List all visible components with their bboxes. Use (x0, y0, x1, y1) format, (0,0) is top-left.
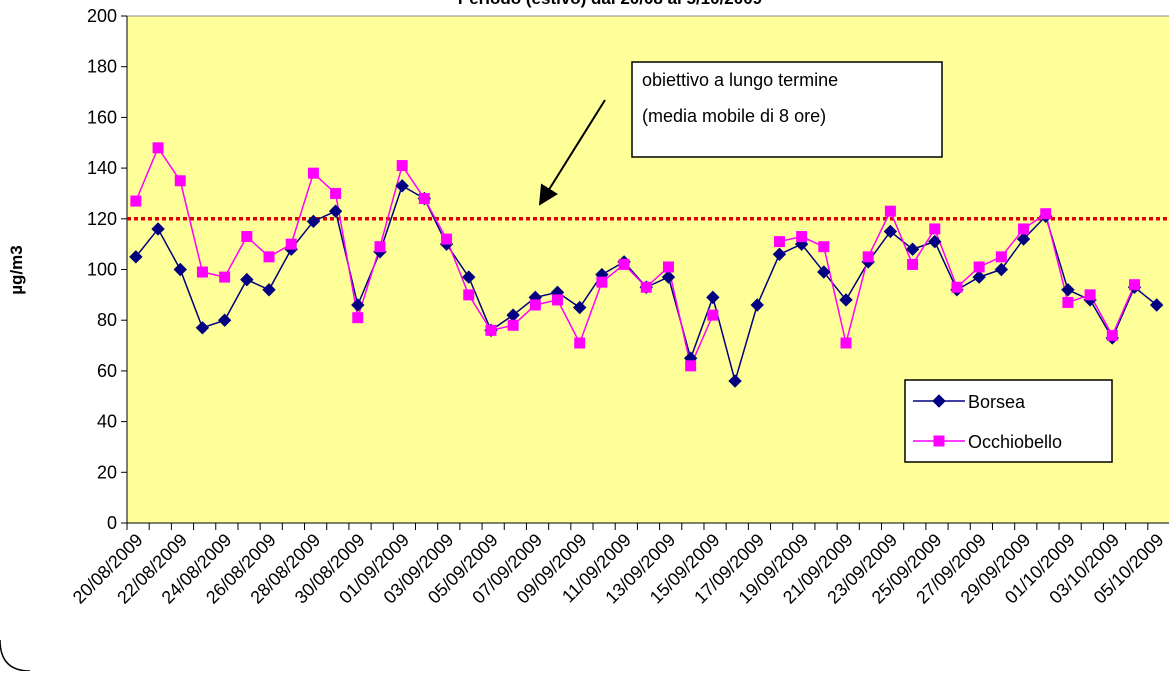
marker (263, 251, 275, 263)
marker (152, 142, 164, 154)
chart-title: Periodo (estivo) dal 20/08 al 5/10/2009 (458, 0, 762, 8)
marker (994, 262, 1009, 277)
marker (1016, 232, 1031, 246)
marker (883, 224, 898, 239)
marker (1149, 298, 1164, 312)
marker (330, 187, 342, 199)
y-tick-label: 160 (87, 107, 117, 127)
marker (1084, 289, 1096, 301)
marker (618, 258, 630, 270)
marker (773, 236, 785, 248)
marker (174, 175, 186, 187)
marker (972, 270, 986, 284)
marker (507, 319, 519, 331)
annotation-line: (media mobile di 8 ore) (642, 106, 826, 126)
marker (328, 204, 343, 218)
marker (195, 321, 210, 335)
marker (463, 289, 475, 301)
marker (661, 270, 676, 284)
marker (574, 337, 586, 349)
marker (352, 312, 364, 324)
marker (1040, 208, 1052, 220)
marker (173, 262, 187, 277)
marker (151, 222, 165, 236)
marker (306, 214, 321, 229)
marker (262, 283, 276, 297)
marker (374, 241, 386, 253)
annotation-arrow (538, 99, 606, 206)
marker (728, 374, 742, 388)
marker (995, 251, 1007, 263)
legend-label: Occhiobello (968, 432, 1062, 452)
y-tick-label: 100 (87, 260, 117, 280)
y-tick-label: 40 (97, 412, 117, 432)
marker (485, 324, 497, 336)
marker (441, 233, 453, 245)
marker (217, 313, 232, 327)
marker (662, 261, 674, 273)
marker (596, 276, 608, 288)
y-tick-label: 120 (87, 209, 117, 229)
marker (772, 247, 787, 261)
marker (307, 167, 319, 179)
marker (817, 265, 831, 279)
marker (884, 205, 896, 217)
marker (418, 193, 430, 205)
marker (905, 242, 920, 256)
marker (396, 160, 408, 172)
marker (285, 238, 297, 250)
marker (351, 298, 365, 312)
y-tick-label: 140 (87, 158, 117, 178)
y-tick-label: 180 (87, 57, 117, 77)
marker (1128, 279, 1140, 291)
marker (862, 251, 874, 263)
marker (706, 290, 720, 305)
marker (1062, 296, 1074, 308)
legend (904, 379, 1113, 463)
marker (1018, 223, 1030, 235)
y-tick-label: 20 (97, 462, 117, 482)
y-tick-label: 80 (97, 310, 117, 330)
marker (1061, 283, 1075, 297)
marker (196, 266, 208, 278)
marker (932, 394, 946, 408)
marker (840, 337, 852, 349)
marker (529, 299, 541, 311)
marker (129, 250, 143, 264)
marker (973, 261, 985, 273)
marker (552, 294, 564, 306)
marker (951, 281, 963, 293)
marker (685, 360, 697, 372)
marker (462, 270, 476, 284)
annotation-line: obiettivo a lungo termine (642, 70, 838, 90)
marker (572, 300, 587, 315)
marker (818, 241, 830, 253)
y-tick-label: 60 (97, 361, 117, 381)
marker (395, 179, 409, 193)
y-tick-label: 0 (107, 513, 117, 533)
y-tick-label: 200 (87, 6, 117, 26)
marker (839, 293, 853, 307)
marker (750, 298, 764, 312)
marker (796, 231, 808, 243)
legend-label: Borsea (968, 392, 1026, 412)
marker (933, 435, 945, 447)
marker (640, 281, 652, 293)
y-axis-label: µg/m3 (7, 245, 26, 294)
marker (707, 309, 719, 321)
marker (240, 272, 254, 287)
marker (241, 231, 253, 243)
marker (907, 258, 919, 270)
marker (130, 195, 142, 207)
marker (928, 234, 942, 249)
marker (1106, 329, 1118, 341)
plot-area: 02040608010012014016018020020/08/200922/… (69, 6, 1169, 608)
annotation-box (631, 61, 943, 158)
marker (219, 271, 231, 283)
frame-corner (0, 639, 31, 672)
marker (929, 223, 941, 235)
